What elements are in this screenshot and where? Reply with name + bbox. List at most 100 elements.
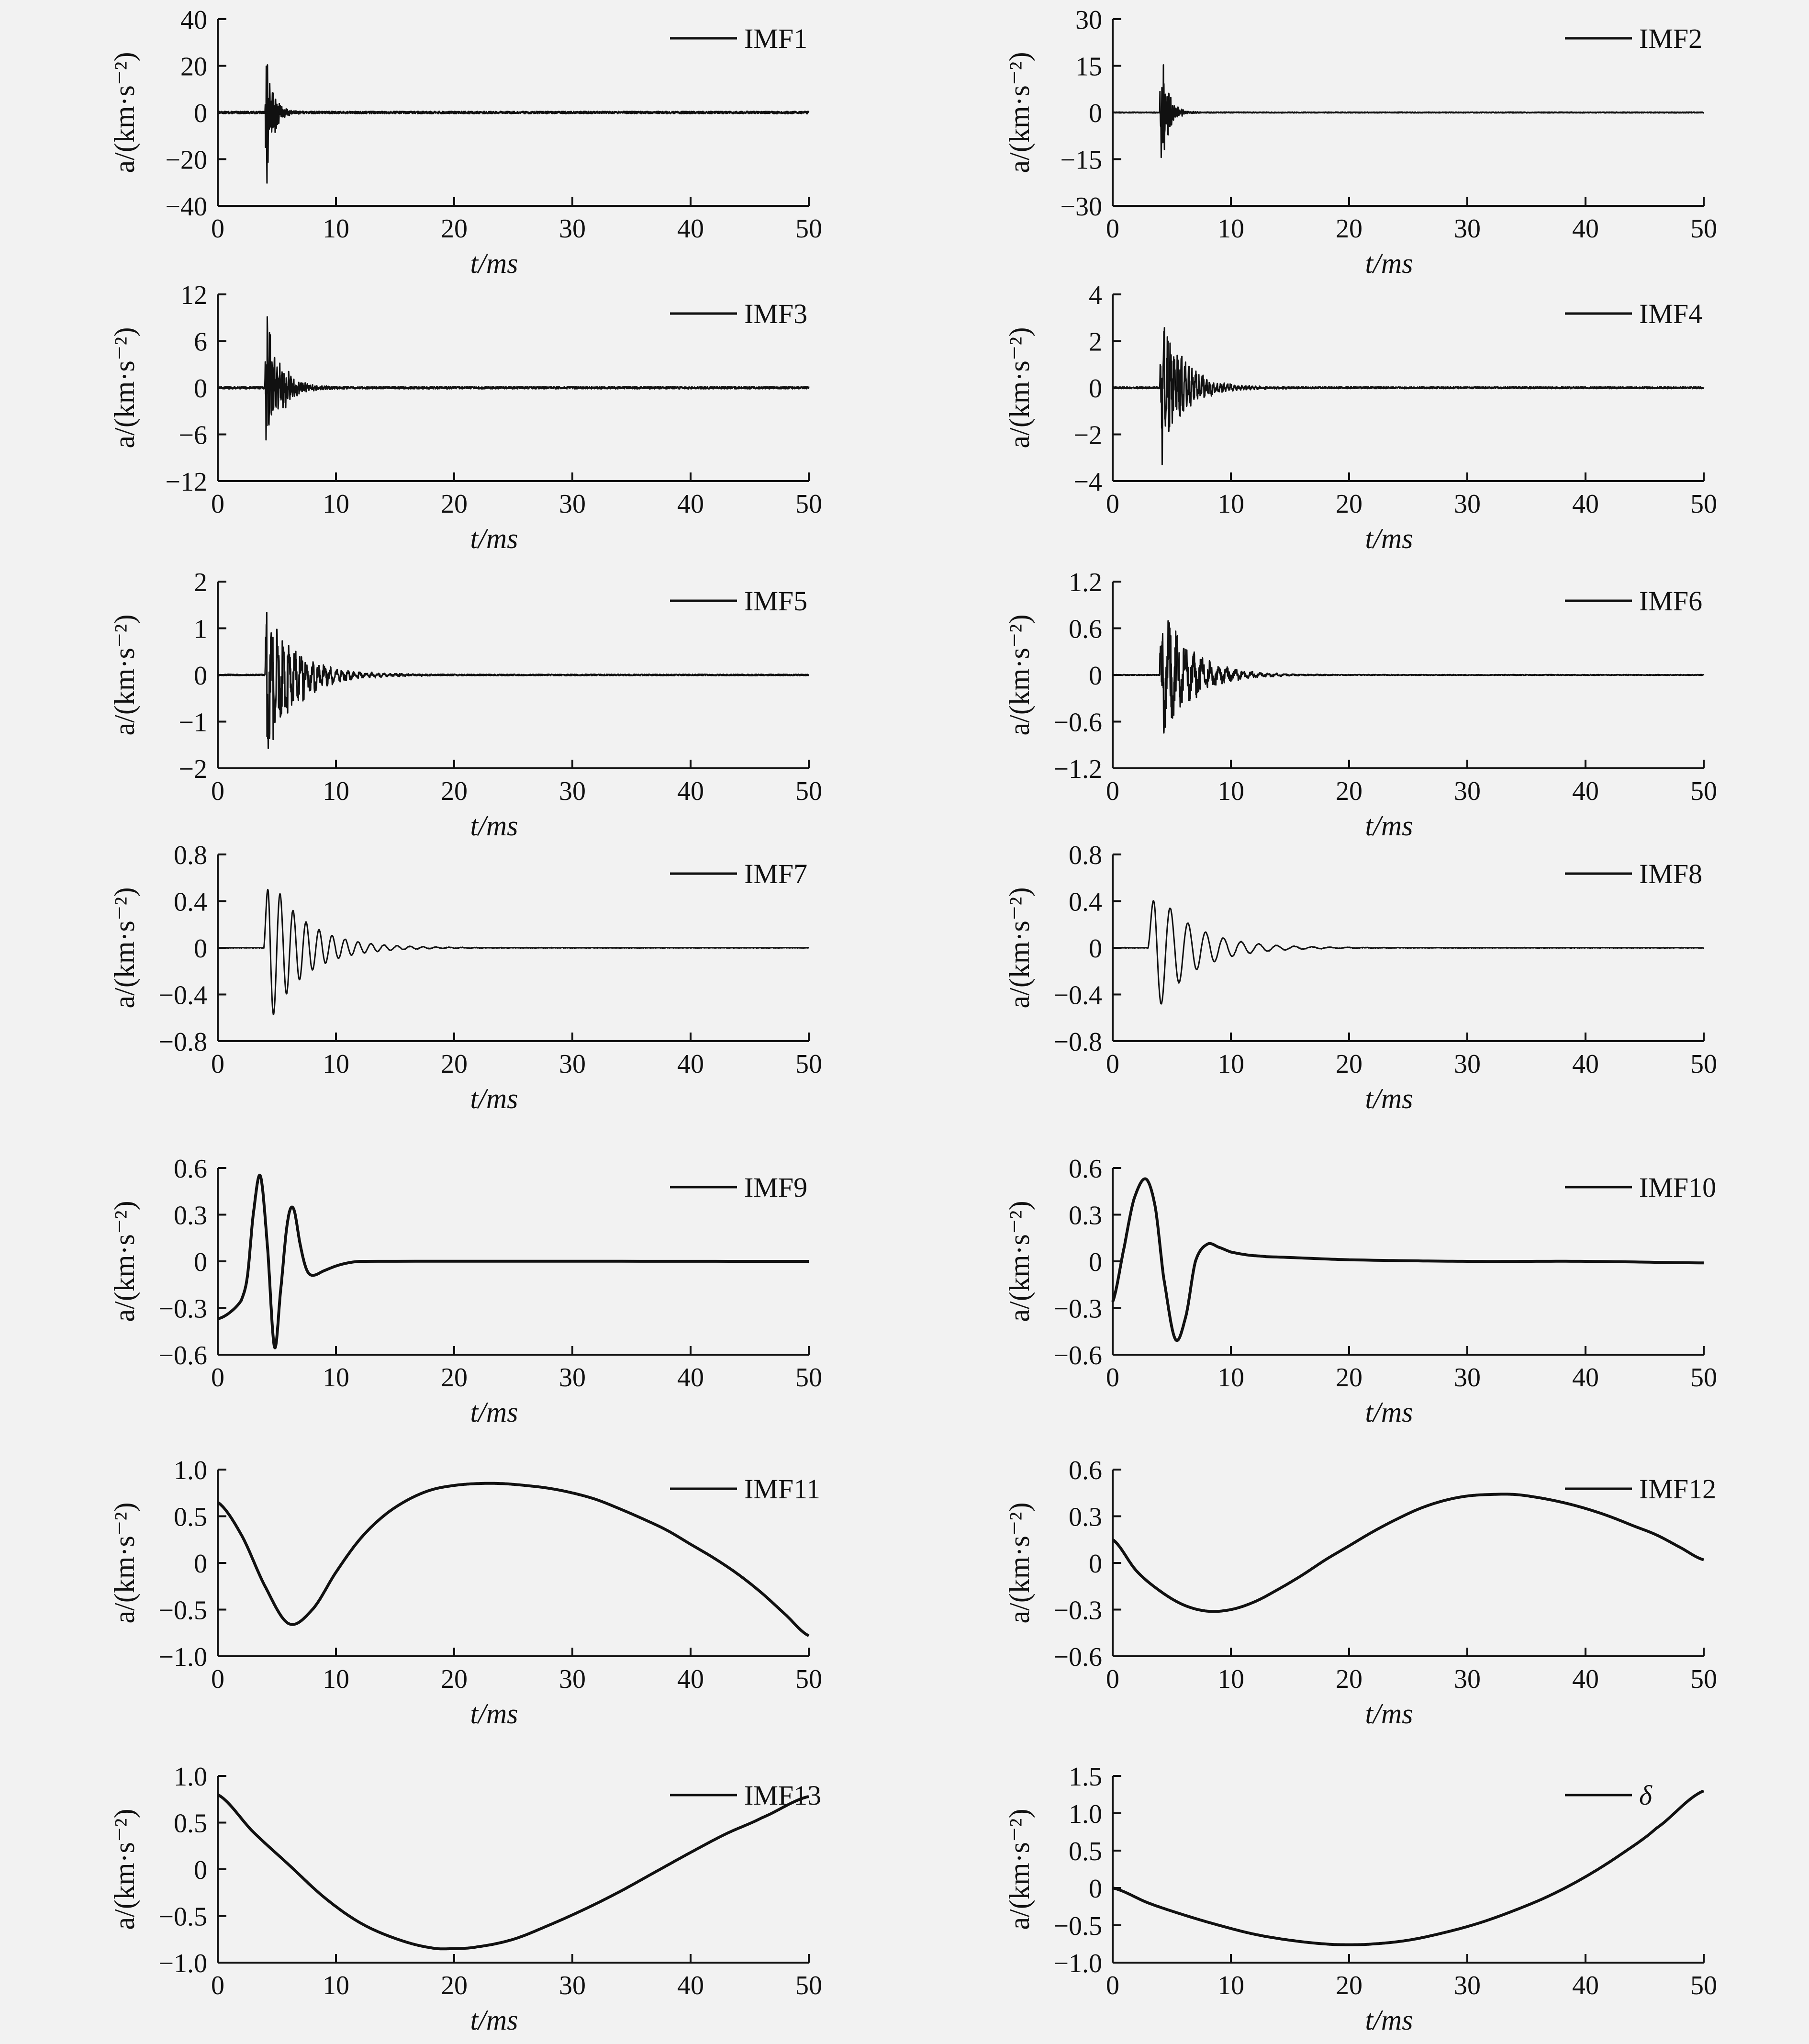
y-tick-label: −1.0 [158, 1949, 207, 1978]
y-axis-label: a/(km·s⁻²) [109, 52, 140, 173]
chart-panel-imf12: 0 10 20 30 40 50 −0.6 −0.3 0 0.3 0.6 t/ms a/(km·s⁻²)… [1004, 1456, 1717, 1730]
chart-panel-imf7: 0 10 20 30 40 50 −0.8 −0.4 0 0.4 0.8 t/ms a/(km·s⁻²)… [109, 841, 822, 1114]
x-tick-label: 0 [1106, 1971, 1119, 2000]
series-line-imf3 [217, 316, 810, 441]
x-tick-label: 40 [677, 1971, 704, 2000]
y-tick-label: 0.6 [1069, 615, 1102, 644]
x-tick-label: 50 [795, 1363, 822, 1393]
series-line-imf11 [217, 1482, 810, 1637]
y-tick-label: −2 [179, 754, 207, 784]
y-tick-label: −0.8 [158, 1027, 207, 1057]
x-tick-label: 10 [323, 776, 349, 806]
x-tick-label: 10 [1217, 489, 1244, 519]
y-tick-label: −0.5 [1053, 1911, 1102, 1941]
x-tick-label: 30 [559, 1363, 586, 1393]
y-tick-label: −1.2 [1053, 754, 1102, 784]
legend-label: IMF11 [744, 1473, 820, 1505]
x-axis-label: t/ms [1365, 810, 1413, 842]
y-tick-label: 0.5 [174, 1809, 207, 1839]
y-axis-label: a/(km·s⁻²) [1004, 1503, 1035, 1624]
x-tick-label: 20 [1336, 489, 1362, 519]
y-tick-label: −0.3 [1053, 1294, 1102, 1324]
x-axis-label: t/ms [470, 2004, 518, 2036]
y-tick-label: 0.5 [174, 1503, 207, 1532]
x-tick-label: 30 [559, 776, 586, 806]
series-line-residual [1112, 1789, 1705, 1946]
y-tick-label: 40 [180, 5, 207, 35]
series-line-imf2 [1112, 64, 1705, 158]
y-tick-label: 6 [194, 327, 207, 357]
x-tick-label: 40 [1572, 214, 1599, 244]
y-tick-label: −0.6 [1053, 1341, 1102, 1370]
x-tick-label: 40 [1572, 1971, 1599, 2000]
y-axis-label: a/(km·s⁻²) [109, 1201, 140, 1322]
x-tick-label: 50 [795, 1664, 822, 1694]
y-tick-label: 1.0 [1069, 1799, 1102, 1829]
x-tick-label: 20 [441, 489, 468, 519]
y-axis-label: a/(km·s⁻²) [109, 1809, 140, 1930]
y-tick-label: −1.0 [1053, 1949, 1102, 1978]
y-tick-label: 0 [1089, 99, 1102, 128]
y-tick-label: −0.3 [158, 1294, 207, 1324]
x-tick-label: 10 [1217, 1363, 1244, 1393]
y-tick-label: −40 [165, 192, 207, 222]
x-tick-label: 0 [211, 1664, 224, 1694]
x-tick-label: 30 [1454, 1971, 1481, 2000]
x-tick-label: 50 [795, 1971, 822, 2000]
y-tick-label: 0.4 [174, 887, 207, 917]
x-tick-label: 20 [1336, 1971, 1362, 2000]
y-tick-label: −1 [179, 708, 207, 738]
x-axis-label: t/ms [1365, 1396, 1413, 1428]
x-tick-label: 20 [441, 776, 468, 806]
x-tick-label: 50 [795, 1049, 822, 1079]
chart-panel-imf5: 0 10 20 30 40 50 −2 −1 0 1 2 t/ms a/(km·s⁻²) IMF5 [109, 568, 822, 842]
y-tick-label: −0.6 [1053, 708, 1102, 738]
y-tick-label: −0.5 [158, 1596, 207, 1626]
x-tick-label: 40 [677, 1049, 704, 1079]
y-axis-label: a/(km·s⁻²) [109, 327, 140, 449]
x-tick-label: 20 [1336, 214, 1362, 244]
y-tick-label: 0.6 [1069, 1456, 1102, 1485]
y-tick-label: 1.2 [1069, 568, 1102, 597]
x-tick-label: 50 [795, 214, 822, 244]
legend-label: IMF10 [1639, 1172, 1716, 1203]
y-tick-label: −1.0 [158, 1642, 207, 1672]
legend-label: IMF1 [744, 23, 807, 54]
y-tick-label: 0.8 [1069, 841, 1102, 870]
x-tick-label: 30 [1454, 1363, 1481, 1393]
y-tick-label: 12 [180, 281, 207, 310]
x-axis-label: t/ms [1365, 247, 1413, 279]
x-tick-label: 20 [441, 1049, 468, 1079]
y-tick-label: 0 [1089, 1549, 1102, 1579]
y-tick-label: 30 [1075, 5, 1102, 35]
x-tick-label: 20 [441, 1664, 468, 1694]
y-tick-label: 0.5 [1069, 1837, 1102, 1866]
y-tick-label: 15 [1075, 52, 1102, 82]
series-line-imf5 [217, 612, 810, 749]
chart-panel-imf1: 0 10 20 30 40 50 −40 −20 0 20 40 t/ms a/(km·s⁻²) IMF1 [109, 5, 822, 279]
y-tick-label: 0 [194, 99, 207, 128]
series-line-imf6 [1112, 620, 1705, 734]
x-tick-label: 0 [1106, 1363, 1119, 1393]
chart-panel-imf4: 0 10 20 30 40 50 −4 −2 0 2 4 t/ms a/(km·s⁻²) IMF4 [1004, 281, 1717, 554]
y-tick-label: 4 [1089, 281, 1102, 310]
y-tick-label: 0 [194, 661, 207, 691]
x-tick-label: 10 [1217, 1664, 1244, 1694]
y-tick-label: 2 [194, 568, 207, 597]
x-tick-label: 50 [795, 489, 822, 519]
y-tick-label: 0.8 [174, 841, 207, 870]
y-tick-label: 1 [194, 615, 207, 644]
x-tick-label: 40 [1572, 1363, 1599, 1393]
x-tick-label: 50 [1690, 1363, 1717, 1393]
x-tick-label: 30 [559, 1664, 586, 1694]
x-tick-label: 40 [677, 776, 704, 806]
y-tick-label: −30 [1060, 192, 1102, 222]
x-tick-label: 40 [1572, 489, 1599, 519]
x-tick-label: 0 [211, 489, 224, 519]
y-tick-label: −12 [165, 467, 207, 497]
y-tick-label: −0.6 [1053, 1642, 1102, 1672]
chart-panel-residual: 0 10 20 30 40 50 −1.0 −0.5 0 0.5 1.0 1.5 t/ms a/(km·s… [1004, 1762, 1717, 2036]
x-axis-label: t/ms [1365, 1698, 1413, 1730]
y-tick-label: 0 [194, 934, 207, 964]
legend-label: IMF7 [744, 858, 807, 889]
